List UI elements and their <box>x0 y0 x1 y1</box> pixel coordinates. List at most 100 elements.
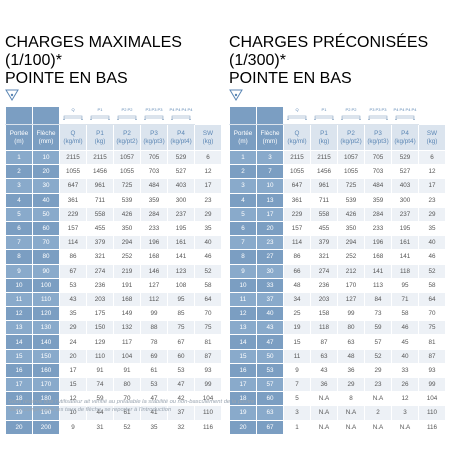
cell: 647 <box>283 178 311 194</box>
cell: 34 <box>283 291 311 308</box>
cell: 17 <box>194 178 222 194</box>
cell: 200 <box>32 419 60 435</box>
data-row: 15 150 20 110 104 69 60 87 <box>5 348 222 364</box>
cell: 127 <box>337 291 365 308</box>
icon-label: P4 P4 P4 P4 <box>169 107 193 112</box>
cell: 67 <box>167 334 195 350</box>
cell: 17 <box>59 362 87 379</box>
data-row: 13 43 19 118 80 59 46 75 <box>229 320 446 336</box>
cell: 379 <box>86 235 114 251</box>
icon-row: Q P1 P2 P2 P3 P3 P3 P4 P4 P4 P4 <box>229 106 446 125</box>
cell: 705 <box>140 149 168 166</box>
cell: 161 <box>167 235 195 251</box>
cell: 175 <box>86 306 114 322</box>
load-table: Q P1 P2 P2 P3 P3 P3 P4 P4 P4 P4 Portée (m) Flèc… <box>5 106 222 435</box>
column-name: SW <box>426 130 438 137</box>
cell: 108 <box>167 277 195 293</box>
beam-icon <box>395 115 415 120</box>
cell: 50 <box>256 348 284 364</box>
cell: 20 <box>229 419 257 435</box>
column-name: Flèche <box>260 130 280 137</box>
cell: 43 <box>59 291 87 308</box>
cell: 52 <box>194 263 222 279</box>
cell: 35 <box>418 220 446 237</box>
column-unit: (m) <box>238 137 248 145</box>
data-row: 7 70 114 379 294 196 161 40 <box>5 235 222 251</box>
column-unit: (kg) <box>426 137 438 145</box>
cell: 161 <box>391 235 419 251</box>
cell: 170 <box>32 376 60 393</box>
cell: 46 <box>194 249 222 265</box>
cell: 141 <box>167 249 195 265</box>
cell: 52 <box>364 348 392 364</box>
cell: 274 <box>86 263 114 279</box>
icon-label: P1 <box>97 107 103 112</box>
cell: 294 <box>337 235 365 251</box>
column-header-row: Portée (m) Flèche (mm) Q (kg/ml) P1 (kg) P2 (kg/p… <box>5 124 222 151</box>
cell: 150 <box>86 320 114 336</box>
beam-icon <box>144 115 164 120</box>
column-unit: (kg/pt3) <box>143 137 165 145</box>
column-header: Portée (m) <box>229 124 257 151</box>
cell: 110 <box>418 405 446 421</box>
cell: 703 <box>364 164 392 180</box>
data-row: 18 60 5 N.A 8 N.A 12 104 <box>229 391 446 407</box>
column-header: Flèche (mm) <box>32 124 60 151</box>
cell: 81 <box>194 334 222 350</box>
cell: 1 <box>283 419 311 435</box>
cell: 1456 <box>310 164 338 180</box>
data-row: 14 140 24 129 117 78 67 81 <box>5 334 222 350</box>
cell: 13 <box>256 192 284 208</box>
cell: 12 <box>391 391 419 407</box>
cell: N.A <box>364 419 392 435</box>
data-row: 12 40 25 158 99 73 58 70 <box>229 306 446 322</box>
cell: 16 <box>5 362 33 379</box>
column-unit: (kg/pt4) <box>170 137 192 145</box>
cell: 35 <box>140 419 168 435</box>
cell: 53 <box>167 362 195 379</box>
cell: 170 <box>337 277 365 293</box>
icon-label: P4 P4 P4 P4 <box>393 107 417 112</box>
cell: 86 <box>59 249 87 265</box>
cell: 43 <box>310 362 338 379</box>
cell: 300 <box>167 192 195 208</box>
icon-label: P3 P3 P3 <box>145 107 163 112</box>
data-row: 8 27 86 321 252 168 141 46 <box>229 249 446 265</box>
cell: 35 <box>59 306 87 322</box>
cell: 36 <box>337 362 365 379</box>
cell: 2 <box>229 164 257 180</box>
cell: 539 <box>337 192 365 208</box>
column-name: P3 <box>150 130 158 137</box>
cell: 40 <box>256 306 284 322</box>
column-header: P1 (kg) <box>86 124 114 151</box>
column-name: SW <box>202 130 214 137</box>
cell: 99 <box>418 376 446 393</box>
cell: 63 <box>256 405 284 421</box>
cell: 7 <box>256 164 284 180</box>
cell: 26 <box>391 376 419 393</box>
note: Sous réserve que l'utilisateur ait vérif… <box>8 399 255 405</box>
cell: 132 <box>113 320 141 336</box>
cell: 15 <box>5 348 33 364</box>
cell: 104 <box>418 391 446 407</box>
cell: 52 <box>418 263 446 279</box>
cell: 47 <box>167 376 195 393</box>
cell: 3 <box>5 178 33 194</box>
data-row: 3 10 647 961 725 484 403 17 <box>229 178 446 194</box>
cell: 157 <box>283 220 311 237</box>
title: CHARGES MAXIMALES (1/100)* <box>5 34 182 69</box>
icon-label: P2 P2 <box>345 107 357 112</box>
load-icon: Q <box>59 106 87 125</box>
cell: 93 <box>418 362 446 379</box>
cell: 10 <box>229 277 257 293</box>
cell: 12 <box>418 164 446 180</box>
cell: 69 <box>140 348 168 364</box>
cell: 12 <box>194 164 222 180</box>
cell: 6 <box>418 149 446 166</box>
data-row: 14 47 15 87 63 57 45 81 <box>229 334 446 350</box>
cell: 45 <box>391 334 419 350</box>
cell: 43 <box>256 320 284 336</box>
cell: 60 <box>32 220 60 237</box>
cell: 558 <box>310 206 338 222</box>
column-header: P4 (kg/pt4) <box>167 124 195 151</box>
